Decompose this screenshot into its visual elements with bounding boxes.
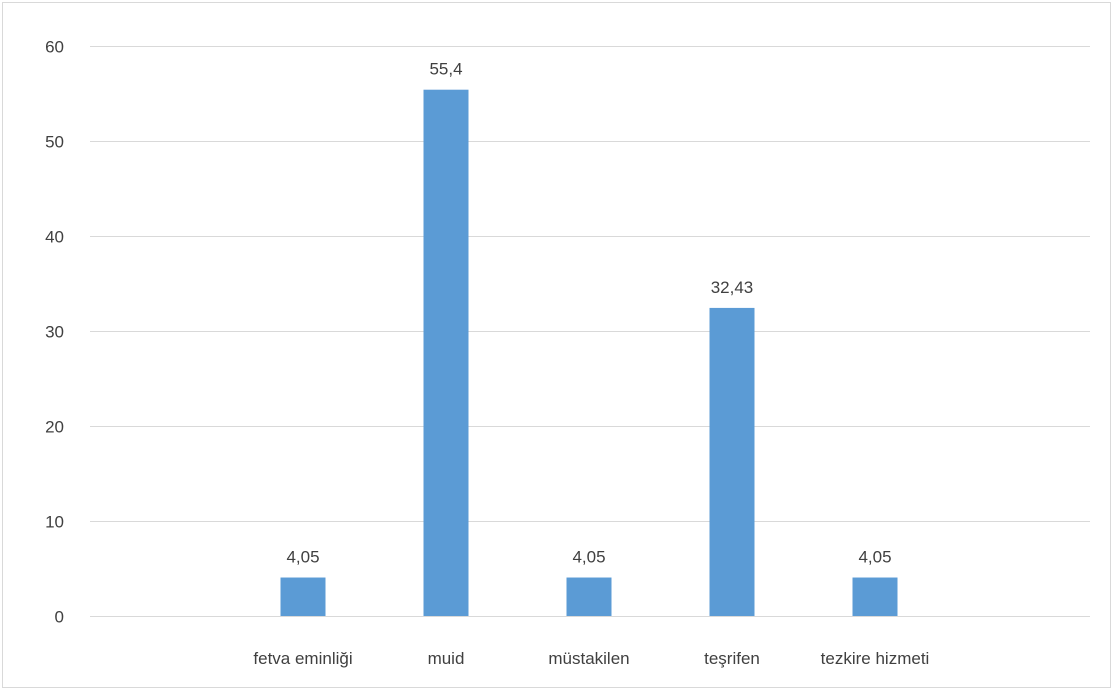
bar-3	[709, 307, 755, 616]
bars	[280, 89, 898, 616]
y-tick-label: 50	[45, 133, 64, 152]
y-tick-label: 60	[45, 38, 64, 57]
data-label: 4,05	[286, 548, 319, 567]
data-label: 4,05	[858, 548, 891, 567]
y-tick-label: 40	[45, 228, 64, 247]
bar-4	[852, 577, 898, 616]
category-label: müstakilen	[548, 649, 629, 668]
category-label: tezkire hizmeti	[821, 649, 930, 668]
y-tick-label: 20	[45, 418, 64, 437]
y-tick-label: 30	[45, 323, 64, 342]
x-axis-categories: fetva eminliği muid müstakilen teşrifen tezk…	[253, 649, 929, 668]
category-label: teşrifen	[704, 649, 760, 668]
data-label: 55,4	[429, 60, 462, 79]
data-labels: 4,05 55,4 4,05 32,43 4,05	[286, 60, 891, 567]
category-label: fetva eminliği	[253, 649, 352, 668]
gridlines	[90, 46, 1090, 617]
bar-1	[423, 89, 469, 616]
y-axis-ticks: 0 10 20 30 40 50 60	[45, 38, 64, 627]
category-label: muid	[428, 649, 465, 668]
y-tick-label: 0	[55, 608, 64, 627]
data-label: 32,43	[711, 278, 754, 297]
bar-2	[566, 577, 612, 616]
data-label: 4,05	[572, 548, 605, 567]
y-tick-label: 10	[45, 513, 64, 532]
bar-0	[280, 577, 326, 616]
